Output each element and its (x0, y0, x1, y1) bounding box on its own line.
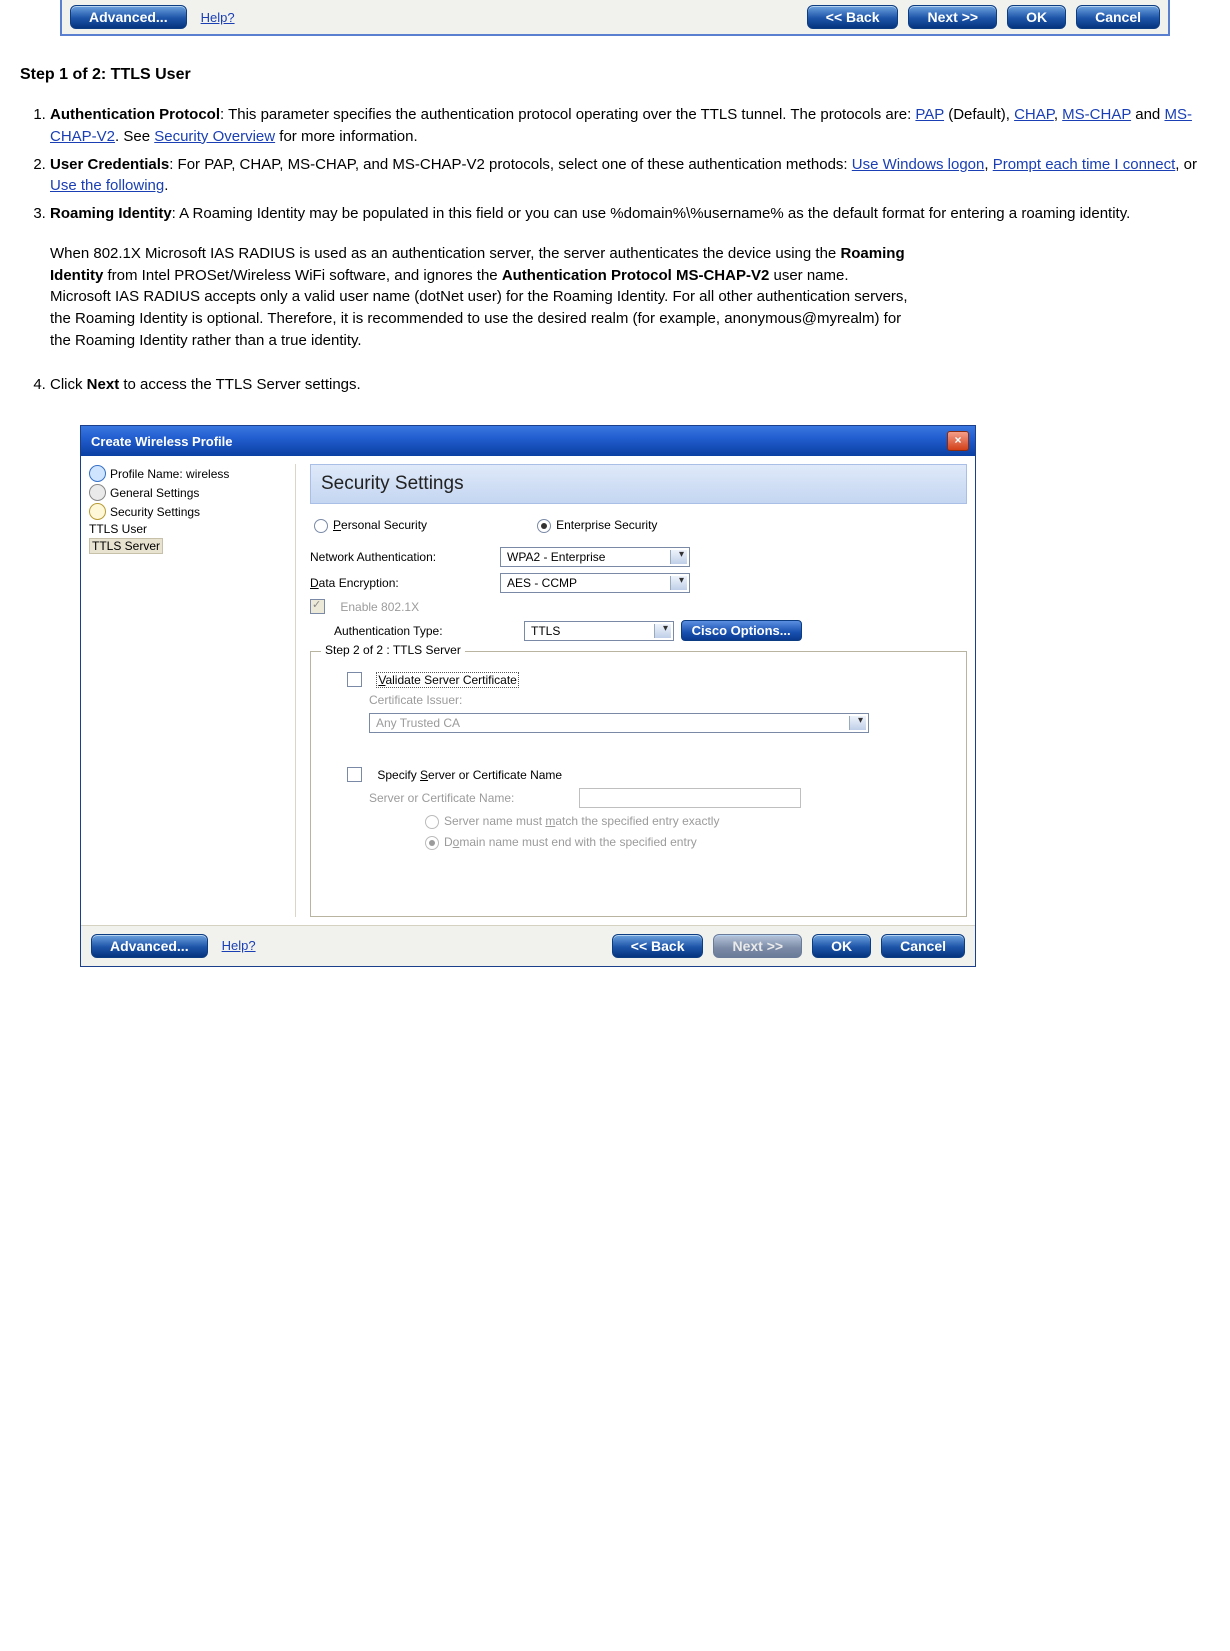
sidebar-item-profile[interactable]: Profile Name: wireless (89, 464, 289, 483)
roaming-identity-label: Roaming Identity (50, 205, 172, 222)
window-titlebar: Create Wireless Profile × (81, 426, 975, 456)
back-button[interactable]: << Back (807, 5, 899, 29)
cancel-button-footer[interactable]: Cancel (881, 934, 965, 958)
cancel-button[interactable]: Cancel (1076, 5, 1160, 29)
ok-button[interactable]: OK (1007, 5, 1066, 29)
server-name-input (579, 788, 801, 808)
use-windows-logon-link[interactable]: Use Windows logon (852, 156, 985, 173)
sidebar-item-general[interactable]: General Settings (89, 483, 289, 502)
enable-8021x-checkbox: Enable 802.1X (310, 599, 419, 614)
enterprise-security-radio[interactable]: Enterprise Security (537, 518, 657, 533)
top-dialog-toolbar: Advanced... Help? << Back Next >> OK Can… (60, 0, 1170, 36)
advanced-button-footer[interactable]: Advanced... (91, 934, 208, 958)
data-encryption-select[interactable]: AES - CCMP (500, 573, 690, 593)
step-user-credentials: User Credentials: For PAP, CHAP, MS-CHAP… (50, 154, 1210, 198)
auth-protocol-label: Authentication Protocol (50, 106, 220, 123)
ok-button-footer[interactable]: OK (812, 934, 871, 958)
step-title: Step 1 of 2: TTLS User (20, 66, 1210, 84)
close-icon[interactable]: × (947, 431, 969, 451)
side-tree: Profile Name: wireless General Settings … (89, 464, 296, 916)
auth-type-select[interactable]: TTLS (524, 621, 674, 641)
next-button-footer: Next >> (713, 934, 802, 958)
step-roaming-identity: Roaming Identity: A Roaming Identity may… (50, 203, 1210, 352)
ttls-server-groupbox: Step 2 of 2 : TTLS Server Validate Serve… (310, 651, 967, 917)
window-footer: Advanced... Help? << Back Next >> OK Can… (81, 925, 975, 966)
back-button-footer[interactable]: << Back (612, 934, 704, 958)
window-title: Create Wireless Profile (91, 434, 233, 449)
user-credentials-label: User Credentials (50, 156, 169, 173)
mschap-link[interactable]: MS-CHAP (1062, 106, 1131, 123)
domain-ends-with-radio: Domain name must end with the specified … (425, 835, 697, 850)
lock-icon (89, 503, 106, 520)
chap-link[interactable]: CHAP (1014, 106, 1054, 123)
data-encryption-label: Data Encryption: (310, 576, 500, 590)
security-settings-heading: Security Settings (310, 464, 967, 504)
roaming-identity-paragraph: When 802.1X Microsoft IAS RADIUS is used… (50, 243, 910, 352)
sidebar-item-ttls-user[interactable]: TTLS User (89, 521, 289, 537)
cert-issuer-select: Any Trusted CA (369, 713, 869, 733)
advanced-button[interactable]: Advanced... (70, 5, 187, 29)
match-exactly-radio: Server name must match the specified ent… (425, 814, 719, 829)
personal-security-radio[interactable]: Personal Security (314, 518, 427, 533)
groupbox-legend: Step 2 of 2 : TTLS Server (321, 643, 465, 657)
help-link[interactable]: Help? (201, 10, 235, 25)
network-auth-select[interactable]: WPA2 - Enterprise (500, 547, 690, 567)
pap-link[interactable]: PAP (915, 106, 944, 123)
steps-list: Authentication Protocol: This parameter … (50, 104, 1210, 395)
auth-type-label: Authentication Type: (310, 624, 524, 638)
cisco-options-button[interactable]: Cisco Options... (681, 620, 802, 641)
network-auth-label: Network Authentication: (310, 550, 500, 564)
sidebar-item-security[interactable]: Security Settings (89, 502, 289, 521)
validate-server-cert-checkbox[interactable]: Validate Server Certificate (347, 672, 518, 687)
next-button[interactable]: Next >> (908, 5, 997, 29)
step-click-next: Click Next to access the TTLS Server set… (50, 374, 1210, 396)
sidebar-item-ttls-server[interactable]: TTLS Server (89, 537, 289, 555)
specify-server-checkbox[interactable]: Specify Server or Certificate Name (347, 767, 562, 782)
create-wireless-profile-window: Create Wireless Profile × Profile Name: … (80, 425, 976, 966)
main-panel: Security Settings Personal Security Ente… (296, 464, 967, 916)
cert-issuer-label: Certificate Issuer: (369, 693, 462, 707)
help-link-footer[interactable]: Help? (222, 938, 256, 953)
use-the-following-link[interactable]: Use the following (50, 177, 164, 194)
gear-icon (89, 484, 106, 501)
globe-icon (89, 465, 106, 482)
server-name-label: Server or Certificate Name: (369, 791, 579, 805)
step-auth-protocol: Authentication Protocol: This parameter … (50, 104, 1210, 148)
security-overview-link[interactable]: Security Overview (154, 128, 275, 145)
prompt-each-time-link[interactable]: Prompt each time I connect (993, 156, 1176, 173)
